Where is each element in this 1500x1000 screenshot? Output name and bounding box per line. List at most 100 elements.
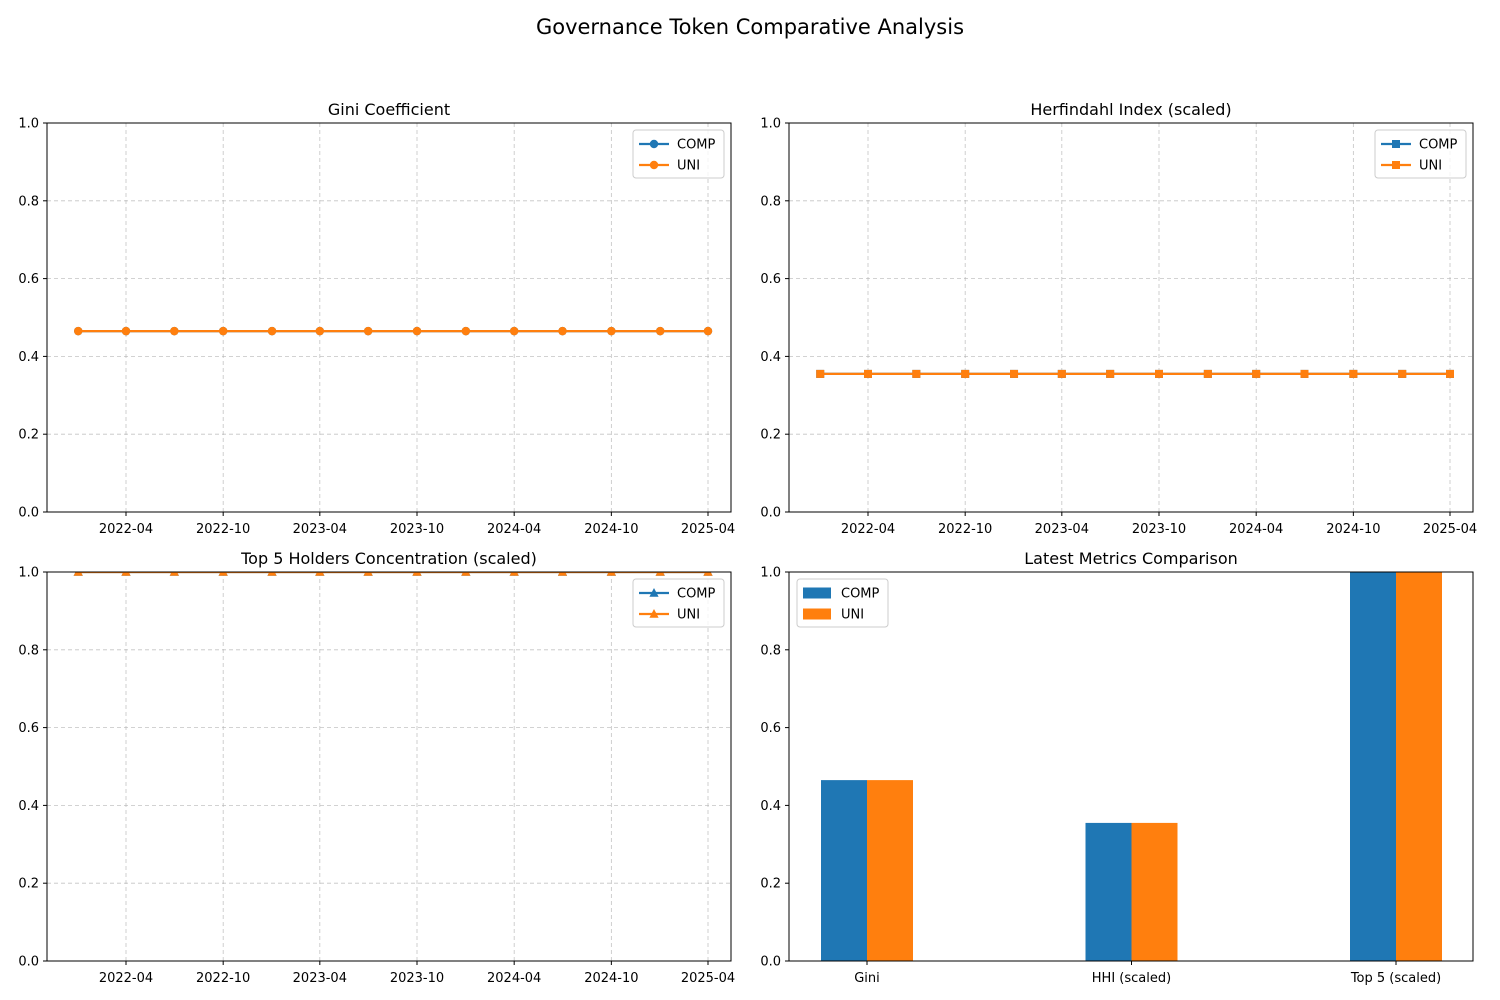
- data-point: [121, 572, 131, 576]
- data-point: [461, 326, 471, 336]
- data-point: [412, 572, 422, 576]
- data-point: [315, 326, 325, 336]
- legend-marker: [649, 139, 659, 149]
- bar: [1350, 572, 1396, 961]
- legend: COMP UNI: [632, 129, 725, 179]
- x-tick-label: 2022-10: [196, 522, 250, 537]
- x-tick-label: 2022-10: [196, 971, 250, 986]
- y-tick-label: 0.4: [18, 350, 39, 365]
- grid-lines: [47, 122, 731, 513]
- data-point: [606, 572, 616, 576]
- data-point: [363, 572, 373, 576]
- y-tick-label: 0.6: [18, 721, 39, 736]
- x-tick-label: 2022-04: [841, 522, 895, 537]
- data-point: [816, 369, 825, 378]
- data-point: [1106, 369, 1115, 378]
- series-uni: [867, 572, 1442, 961]
- data-point: [73, 572, 83, 576]
- legend-label: COMP: [1419, 138, 1458, 153]
- data-point: [267, 326, 277, 336]
- y-tick-label: 0.8: [18, 194, 39, 209]
- data-point: [218, 326, 228, 336]
- axes-frame: [46, 122, 732, 513]
- legend-marker: [1392, 161, 1400, 169]
- x-tick-label: 2024-10: [584, 522, 638, 537]
- subplot-title: Latest Metrics Comparison: [1024, 549, 1238, 568]
- data-point: [607, 326, 616, 336]
- y-tick-label: 0.2: [18, 428, 39, 443]
- subplot-title: Top 5 Holders Concentration (scaled): [240, 549, 537, 568]
- legend-marker: [649, 160, 659, 170]
- y-tick-label: 0.0: [760, 955, 781, 970]
- x-tick-label: 2023-04: [293, 971, 347, 986]
- series-uni: [74, 326, 713, 336]
- x-tick-label: 2025-04: [1423, 522, 1477, 537]
- data-point: [1155, 369, 1163, 378]
- data-point: [315, 572, 325, 576]
- x-tick-label: 2025-04: [681, 971, 735, 986]
- y-tick-label: 0.6: [18, 272, 39, 287]
- y-tick-label: 0.4: [760, 799, 781, 814]
- y-tick-label: 0.0: [760, 506, 781, 521]
- data-point: [1203, 369, 1212, 378]
- x-tick-label: 2022-04: [99, 971, 153, 986]
- bar: [867, 780, 913, 961]
- subplot-title: Herfindahl Index (scaled): [1030, 100, 1231, 119]
- data-point: [703, 572, 713, 576]
- x-tick-label: Gini: [854, 971, 880, 986]
- x-tick-label: 2022-04: [99, 522, 153, 537]
- x-tick-label: 2024-10: [584, 971, 638, 986]
- y-tick-label: 0.0: [18, 506, 39, 521]
- axes-frame: [788, 122, 1474, 513]
- x-tick-label: 2024-04: [487, 522, 541, 537]
- series-uni: [816, 369, 1454, 378]
- axes-frame: [788, 571, 1474, 962]
- y-tick-label: 0.0: [18, 955, 39, 970]
- data-point: [509, 572, 519, 576]
- data-point: [461, 572, 471, 576]
- y-tick-label: 0.2: [18, 877, 39, 892]
- subplot-2: Herfindahl Index (scaled) 0.0 0.2 0.4 0.6 0.8…: [760, 100, 1477, 537]
- x-tick-label: 2024-04: [487, 971, 541, 986]
- figure-title: Governance Token Comparative Analysis: [535, 15, 965, 39]
- legend-marker: [649, 588, 659, 597]
- y-tick-label: 1.0: [760, 117, 781, 132]
- bar: [1085, 822, 1132, 961]
- x-tick-label: 2023-10: [390, 522, 444, 537]
- grid-lines: [47, 571, 731, 962]
- y-tick-label: 1.0: [760, 566, 781, 581]
- legend: COMP UNI: [796, 578, 889, 628]
- legend-label: COMP: [677, 138, 716, 153]
- data-point: [121, 326, 131, 336]
- data-point: [267, 572, 277, 576]
- legend-label: COMP: [841, 587, 880, 602]
- x-tick-label: 2023-10: [390, 971, 444, 986]
- x-tick-label: 2024-04: [1229, 522, 1283, 537]
- y-tick-label: 0.4: [18, 799, 39, 814]
- subplot-3: Top 5 Holders Concentration (scaled) 0.0 0…: [18, 549, 735, 986]
- data-point: [170, 326, 179, 336]
- data-point: [1349, 369, 1358, 378]
- data-point: [864, 369, 872, 378]
- data-point: [655, 572, 665, 576]
- legend-label: UNI: [1419, 159, 1442, 174]
- bar: [821, 780, 867, 961]
- subplot-title: Gini Coefficient: [328, 100, 450, 119]
- y-tick-label: 1.0: [18, 117, 39, 132]
- data-point: [703, 326, 713, 336]
- legend-label: COMP: [677, 587, 716, 602]
- legend-marker: [1392, 140, 1400, 148]
- series-uni: [73, 572, 713, 576]
- subplot-1: Gini Coefficient 0.0 0.2 0.4 0.6 0.8 1.0 2022-0…: [18, 100, 735, 537]
- y-tick-label: 0.2: [760, 428, 781, 443]
- y-tick-label: 0.6: [760, 272, 781, 287]
- x-tick-label: 2023-04: [293, 522, 347, 537]
- data-point: [1446, 369, 1454, 378]
- x-tick-label: 2022-10: [938, 522, 992, 537]
- data-point: [557, 572, 568, 576]
- y-tick-label: 1.0: [18, 566, 39, 581]
- y-tick-label: 0.4: [760, 350, 781, 365]
- y-tick-label: 0.8: [760, 643, 781, 658]
- data-point: [656, 326, 665, 336]
